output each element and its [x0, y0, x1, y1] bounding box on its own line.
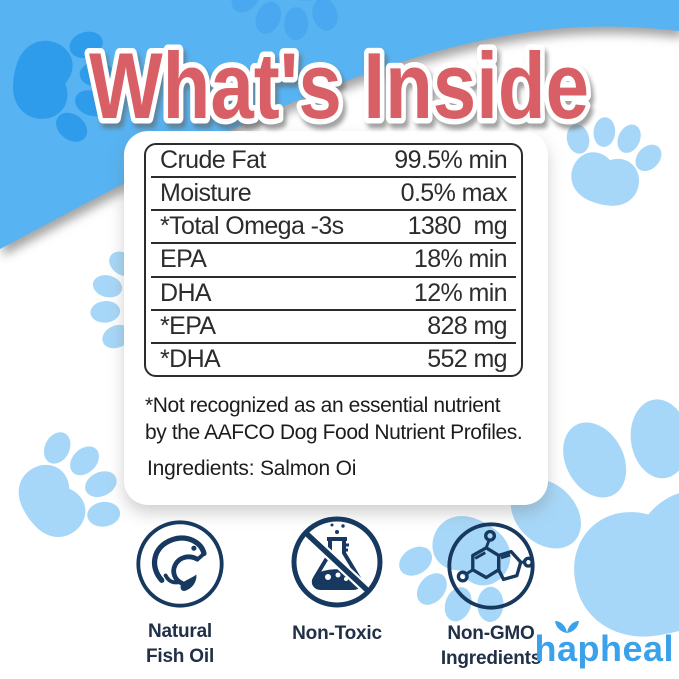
ingredients-line: Ingredients: Salmon Oi — [147, 457, 357, 480]
row-label: *DHA — [160, 344, 221, 373]
brand-logo: hapheal — [534, 621, 674, 670]
nutrition-card: Crude Fat 99.5% min Moisture 0.5% max *T… — [124, 131, 548, 505]
row-value: 0.5% max — [400, 179, 508, 208]
row-label: EPA — [160, 245, 207, 274]
title-banner: What's Inside — [84, 28, 595, 144]
row-value: 12% min — [413, 278, 508, 307]
fish-icon — [136, 520, 224, 608]
leaf-icon — [555, 621, 580, 633]
badge-non-toxic: Non-Toxic — [280, 512, 394, 646]
badge-label: Natural Fish Oil — [145, 621, 215, 667]
row-value: 18% min — [413, 245, 508, 274]
badge-natural-fish-oil: Natural Fish Oil — [124, 518, 236, 669]
table-row: *Total Omega -3s 1380 mg — [151, 211, 516, 245]
row-value: 828 mg — [427, 311, 507, 340]
table-row: *DHA 552 mg — [151, 344, 516, 375]
footnote: *Not recognized as an essential nutrient… — [145, 392, 539, 446]
wave-shape — [0, 0, 679, 249]
row-label: Crude Fat — [160, 146, 266, 175]
badge-label: Non-Toxic — [292, 623, 382, 644]
row-label: *EPA — [160, 311, 216, 340]
table-row: DHA 12% min — [151, 278, 516, 311]
table-row: *EPA 828 mg — [151, 311, 516, 344]
row-value: 552 mg — [427, 344, 507, 373]
badge-label: Non-GMO Ingredients — [440, 623, 542, 669]
footnote-line: *Not recognized as an essential nutrient — [145, 394, 501, 417]
table-row: Crude Fat 99.5% min — [151, 145, 516, 179]
logo-text: hapheal — [534, 628, 674, 669]
row-label: *Total Omega -3s — [160, 212, 344, 241]
table-row: Moisture 0.5% max — [151, 178, 516, 212]
row-value: 1380 mg — [407, 212, 508, 241]
row-label: DHA — [160, 278, 212, 307]
paw-print-icon — [0, 413, 142, 567]
no-toxic-flask-icon — [291, 516, 383, 608]
table-row: EPA 18% min — [151, 244, 516, 278]
nutrition-table: Crude Fat 99.5% min Moisture 0.5% max *T… — [144, 143, 523, 377]
footnote-line: by the AAFCO Dog Food Nutrient Profiles. — [145, 421, 523, 444]
molecule-icon — [447, 522, 535, 610]
page-title: What's Inside — [89, 33, 589, 138]
badge-non-gmo: Non-GMO Ingredients — [432, 520, 550, 671]
row-label: Moisture — [160, 179, 252, 208]
row-value: 99.5% min — [394, 146, 507, 175]
